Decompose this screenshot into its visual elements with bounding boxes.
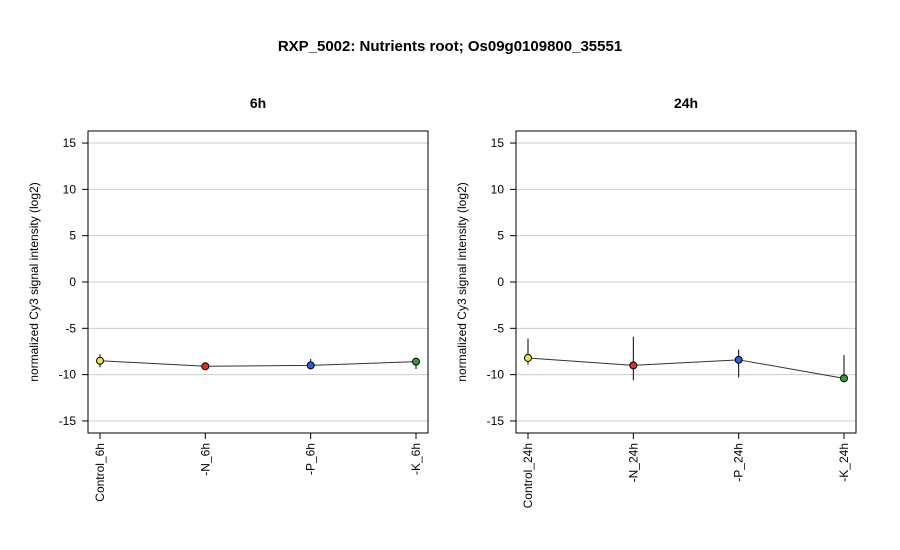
x-tick-label: Control_24h bbox=[521, 443, 535, 508]
panel-title: 24h bbox=[674, 95, 698, 111]
x-tick-label: -N_6h bbox=[198, 443, 212, 476]
data-point bbox=[412, 357, 420, 366]
y-tick-label: 0 bbox=[497, 275, 504, 289]
y-tick-label: -5 bbox=[493, 321, 504, 335]
chart-panel-1: 6h -15 -10 -5 0 5 10 15 normalized Cy3 signal in… bbox=[27, 95, 429, 502]
y-tick-label: 5 bbox=[497, 229, 504, 243]
y-tick-label: -15 bbox=[487, 414, 505, 428]
x-tick-label: -K_6h bbox=[409, 443, 423, 475]
data-point bbox=[96, 356, 104, 365]
y-tick-label: 0 bbox=[69, 275, 76, 289]
data-point bbox=[840, 374, 848, 383]
x-tick-label: -K_24h bbox=[837, 443, 851, 482]
series-line bbox=[527, 357, 845, 379]
data-point bbox=[524, 353, 532, 362]
y-tick-label: -5 bbox=[65, 321, 76, 335]
series-line bbox=[99, 360, 417, 367]
panel-title: 6h bbox=[250, 95, 266, 111]
x-tick-label: -P_24h bbox=[732, 443, 746, 482]
y-axis-label: normalized Cy3 signal intensity (log2) bbox=[455, 182, 469, 381]
chart-main-title: RXP_5002: Nutrients root; Os09g0109800_3… bbox=[277, 38, 623, 55]
y-tick-label: 10 bbox=[491, 182, 505, 196]
y-tick-label: 15 bbox=[491, 136, 505, 150]
data-point bbox=[734, 355, 743, 364]
data-point bbox=[629, 361, 638, 370]
x-tick-label: Control_6h bbox=[93, 443, 107, 502]
y-tick-label: -10 bbox=[59, 368, 77, 382]
y-tick-label: 15 bbox=[63, 136, 77, 150]
chart-panel-2: 24h -15 -10 -5 0 5 10 15 normalized Cy3 signal i… bbox=[455, 95, 857, 508]
x-tick-label: -P_6h bbox=[304, 443, 318, 475]
y-tick-label: 5 bbox=[69, 229, 76, 243]
y-tick-label: -10 bbox=[487, 368, 505, 382]
data-point bbox=[201, 362, 210, 371]
x-tick-label: -N_24h bbox=[626, 443, 640, 482]
data-point bbox=[306, 361, 315, 370]
y-tick-label: 10 bbox=[63, 182, 77, 196]
y-axis-label: normalized Cy3 signal intensity (log2) bbox=[27, 182, 41, 381]
y-tick-label: -15 bbox=[59, 414, 77, 428]
